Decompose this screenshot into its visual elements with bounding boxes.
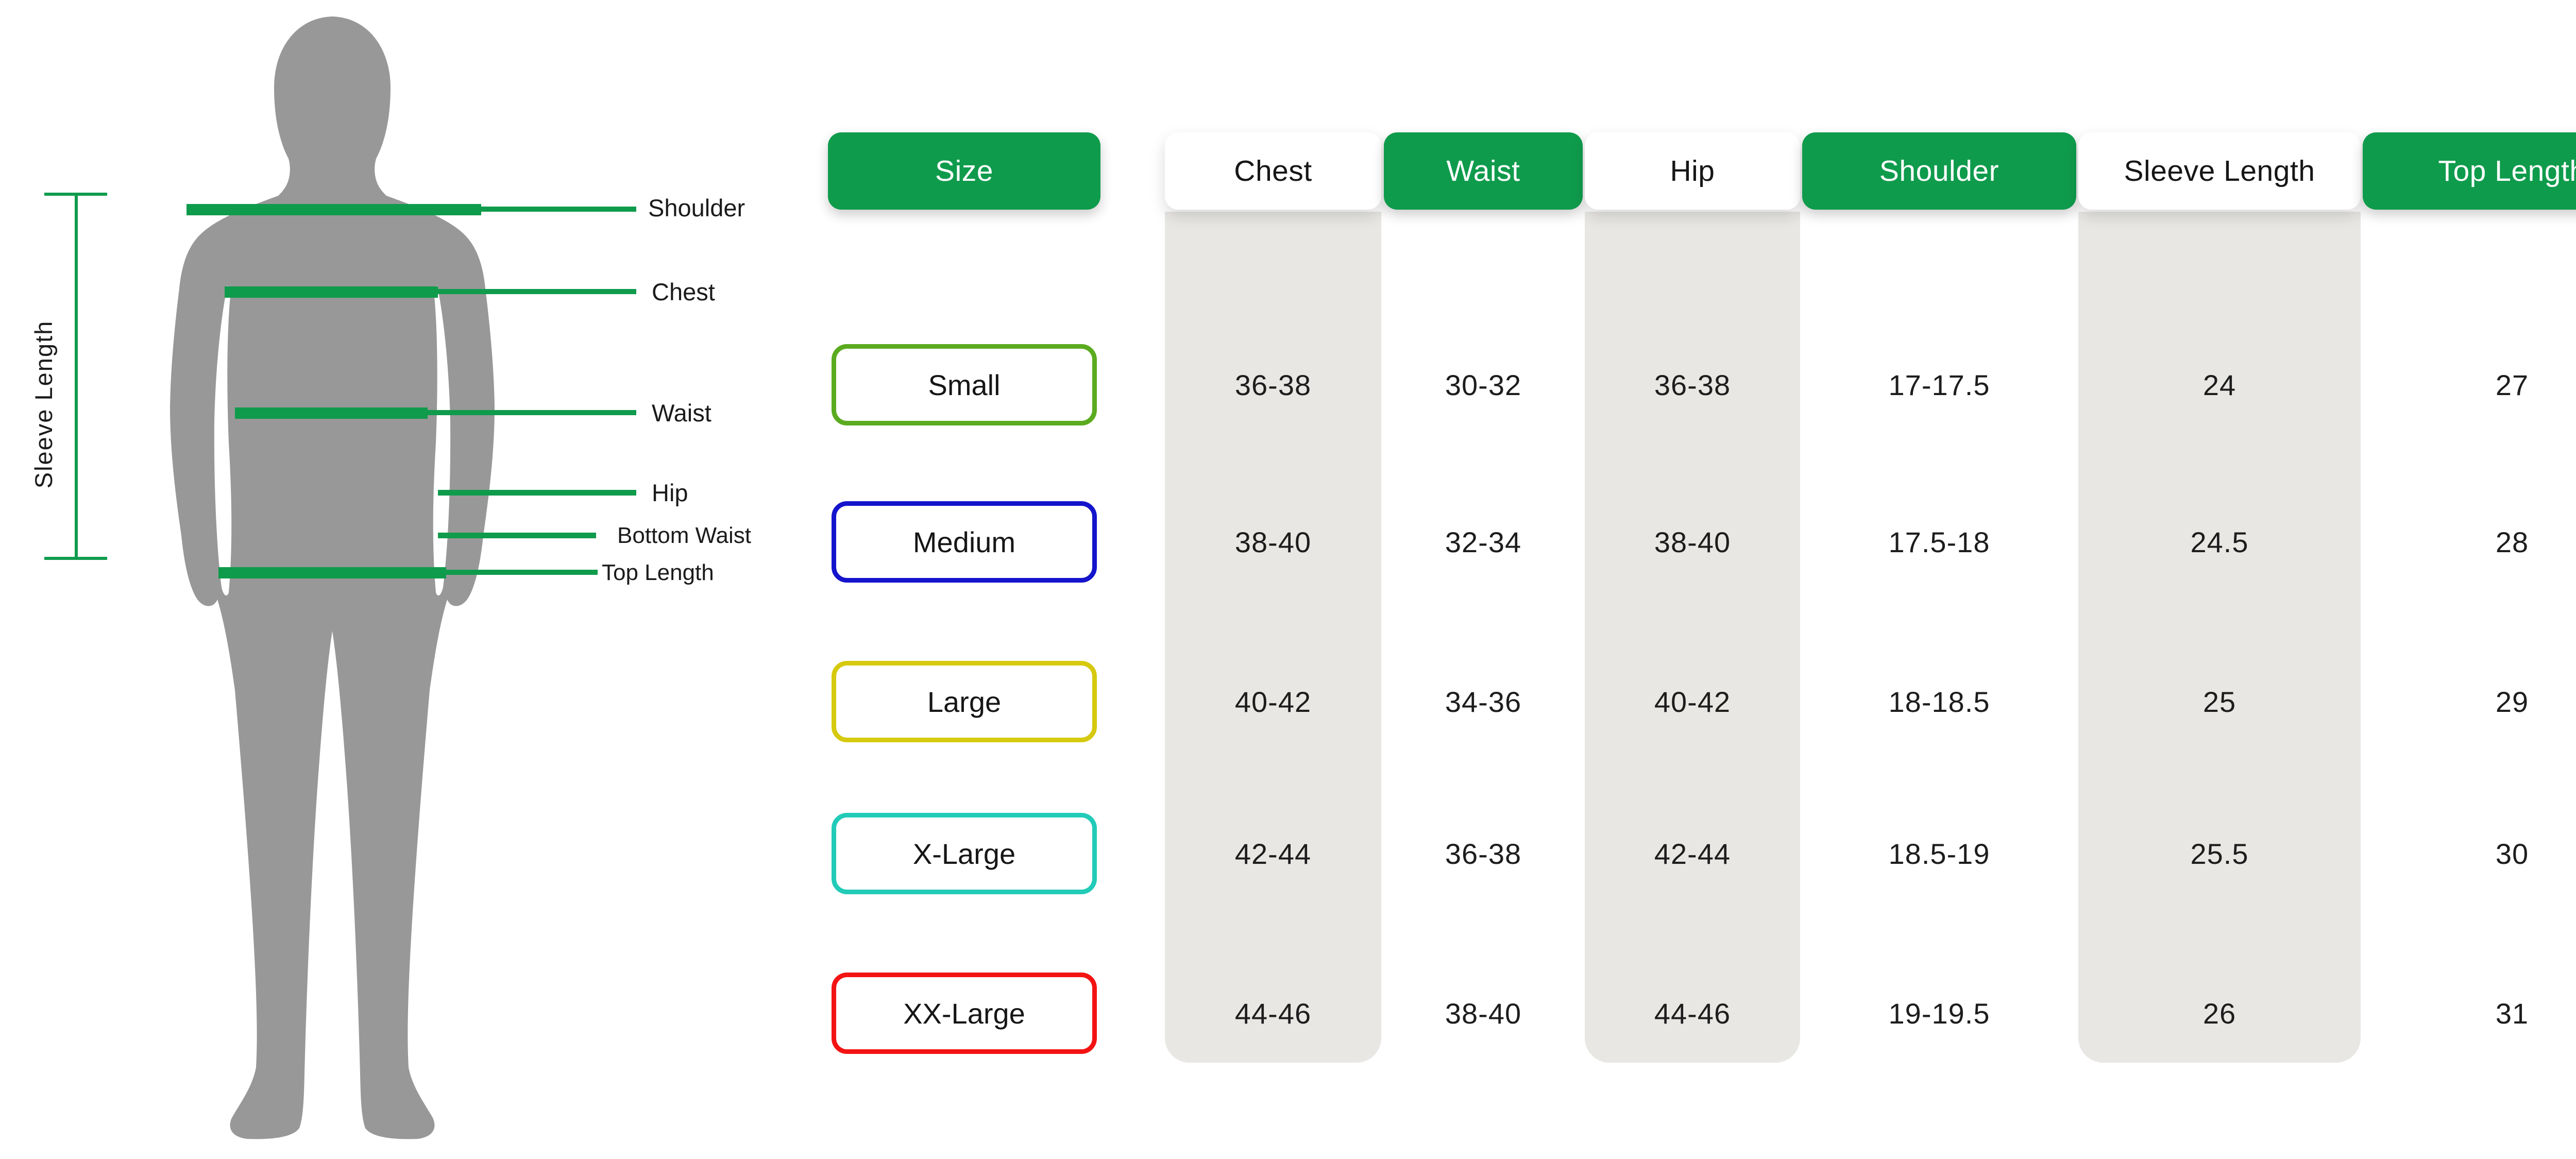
cell-hip-medium: 38-40 — [1654, 525, 1731, 558]
sleeve-bracket-cap-bottom — [44, 557, 107, 560]
cell-hip-x-large: 42-44 — [1654, 837, 1731, 870]
waist-pointer-line — [425, 410, 636, 415]
header-top-length: Top Length — [2363, 132, 2576, 210]
cell-shoulder-small: 17-17.5 — [1888, 368, 1990, 401]
cell-chest-small: 36-38 — [1234, 368, 1312, 401]
cell-waist-xx-large: 38-40 — [1445, 997, 1522, 1030]
size-button-large[interactable]: Large — [832, 661, 1097, 742]
size-button-medium[interactable]: Medium — [832, 501, 1097, 583]
header-hip: Hip — [1585, 132, 1800, 210]
body-diagram — [44, 16, 636, 1139]
right-arm-gap — [433, 285, 451, 595]
cell-sleeve-length-large: 25 — [2202, 685, 2236, 718]
cell-waist-x-large: 36-38 — [1445, 837, 1522, 870]
chest-column-stripe — [1165, 212, 1381, 1063]
size-button-x-large[interactable]: X-Large — [832, 813, 1097, 894]
column-sleeve-length: Sleeve Length 24 24.5 25 25.5 26 — [2078, 0, 2361, 1159]
cell-shoulder-medium: 17.5-18 — [1888, 525, 1990, 558]
header-size: Size — [828, 132, 1100, 210]
sleeve-bracket-line — [75, 194, 78, 560]
cell-sleeve-length-xx-large: 26 — [2202, 997, 2236, 1030]
hip-pointer-line — [438, 490, 636, 496]
measurement-lines — [44, 193, 636, 578]
sleeve-bracket-cap-top — [44, 193, 107, 196]
cell-shoulder-xx-large: 19-19.5 — [1888, 997, 1990, 1030]
cell-hip-xx-large: 44-46 — [1654, 997, 1731, 1030]
column-shoulder: Shoulder 17-17.5 17.5-18 18-18.5 18.5-19… — [1802, 0, 2076, 1159]
cell-hip-small: 36-38 — [1654, 368, 1731, 401]
cell-waist-large: 34-36 — [1445, 685, 1522, 718]
size-button-xx-large[interactable]: XX-Large — [832, 973, 1097, 1054]
left-arm-gap — [214, 285, 232, 595]
cell-shoulder-x-large: 18.5-19 — [1888, 837, 1990, 870]
shoulder-measure-bar — [187, 204, 481, 215]
top-length-label: Top Length — [602, 560, 714, 585]
cell-chest-x-large: 42-44 — [1234, 837, 1312, 870]
bottom-waist-pointer-line — [438, 533, 596, 538]
top-length-measure-bar — [218, 567, 446, 578]
cell-waist-medium: 32-34 — [1445, 525, 1522, 558]
column-chest: Chest 36-38 38-40 40-42 42-44 44-46 — [1165, 0, 1381, 1159]
cell-sleeve-length-small: 24 — [2202, 368, 2236, 401]
chest-label: Chest — [652, 278, 715, 305]
top-length-pointer-line — [443, 570, 598, 575]
header-chest: Chest — [1165, 132, 1381, 210]
cell-top-length-large: 29 — [2495, 685, 2529, 718]
cell-top-length-medium: 28 — [2495, 525, 2529, 558]
cell-top-length-small: 27 — [2495, 368, 2529, 401]
shoulder-label: Shoulder — [648, 194, 745, 221]
cell-shoulder-large: 18-18.5 — [1888, 685, 1990, 718]
size-button-small[interactable]: Small — [832, 344, 1097, 425]
cell-waist-small: 30-32 — [1445, 368, 1522, 401]
cell-chest-large: 40-42 — [1234, 685, 1312, 718]
cell-hip-large: 40-42 — [1654, 685, 1731, 718]
column-size: Size Small Medium Large X-Large XX-Large — [828, 0, 1100, 1159]
chest-pointer-line — [435, 289, 636, 294]
cell-top-length-x-large: 30 — [2495, 837, 2529, 870]
header-shoulder: Shoulder — [1802, 132, 2076, 210]
column-hip: Hip 36-38 38-40 40-42 42-44 44-46 — [1585, 0, 1800, 1159]
header-waist: Waist — [1384, 132, 1583, 210]
column-waist: Waist 30-32 32-34 34-36 36-38 38-40 — [1384, 0, 1583, 1159]
waist-label: Waist — [652, 399, 711, 427]
sleeve-length-label: Sleeve Length — [30, 320, 57, 489]
bottom-waist-label: Bottom Waist — [617, 523, 751, 548]
shoulder-pointer-line — [474, 207, 636, 212]
cell-sleeve-length-medium: 24.5 — [2190, 525, 2249, 558]
chest-measure-bar — [225, 286, 438, 298]
hip-column-stripe — [1585, 212, 1800, 1063]
waist-measure-bar — [235, 407, 428, 419]
hip-label: Hip — [652, 479, 688, 506]
sleeve-length-column-stripe — [2078, 212, 2361, 1063]
cell-chest-medium: 38-40 — [1234, 525, 1312, 558]
cell-sleeve-length-x-large: 25.5 — [2190, 837, 2249, 870]
column-top-length: Top Length 27 28 29 30 31 — [2363, 0, 2576, 1159]
header-sleeve-length: Sleeve Length — [2078, 132, 2361, 210]
cell-top-length-xx-large: 31 — [2495, 997, 2529, 1030]
cell-chest-xx-large: 44-46 — [1234, 997, 1312, 1030]
